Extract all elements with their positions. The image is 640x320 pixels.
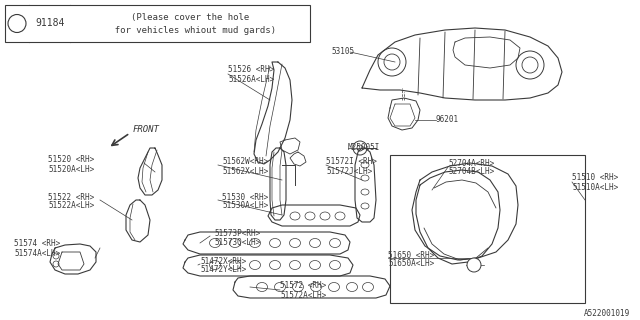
Text: 51562X<LH>: 51562X<LH> [222,166,268,175]
Text: 1: 1 [472,260,476,269]
Text: 51526 <RH>: 51526 <RH> [228,66,275,75]
Text: 52704B<LH>: 52704B<LH> [448,167,494,177]
Text: 96201: 96201 [436,116,459,124]
Text: 51574 <RH>: 51574 <RH> [14,239,60,249]
Text: 51526A<LH>: 51526A<LH> [228,75,275,84]
Text: 1: 1 [14,19,20,28]
Text: 91184: 91184 [35,19,65,28]
Text: FRONT: FRONT [133,125,160,134]
Text: 51650A<LH>: 51650A<LH> [388,260,435,268]
Text: M25005I: M25005I [348,143,380,153]
Text: 51562W<RH>: 51562W<RH> [222,157,268,166]
Text: 51522 <RH>: 51522 <RH> [48,193,94,202]
Text: 51510 <RH>: 51510 <RH> [572,173,618,182]
Text: 51572 <RH>: 51572 <RH> [280,282,326,291]
Text: 51510A<LH>: 51510A<LH> [572,182,618,191]
Text: 51520A<LH>: 51520A<LH> [48,164,94,173]
Text: 51573P<RH>: 51573P<RH> [214,228,260,237]
Text: for vehicles whiout mud gards): for vehicles whiout mud gards) [104,26,276,36]
Text: 52704A<RH>: 52704A<RH> [448,158,494,167]
Text: 51530A<LH>: 51530A<LH> [222,202,268,211]
Text: 51650 <RH>: 51650 <RH> [388,251,435,260]
Bar [5,5,310,42]
Text: 51572J<LH>: 51572J<LH> [326,166,372,175]
Text: 51472Y<LH>: 51472Y<LH> [200,266,246,275]
Text: 51522A<LH>: 51522A<LH> [48,202,94,211]
Text: 51572A<LH>: 51572A<LH> [280,291,326,300]
Text: 53105: 53105 [332,47,355,57]
Text: 51472X<RH>: 51472X<RH> [200,257,246,266]
Text: 51520 <RH>: 51520 <RH> [48,156,94,164]
Text: A522001019: A522001019 [584,308,630,317]
Circle shape [467,258,481,272]
Text: 51572I <RH>: 51572I <RH> [326,157,377,166]
Text: 51530 <RH>: 51530 <RH> [222,193,268,202]
Bar [390,155,585,303]
Text: 51574A<LH>: 51574A<LH> [14,249,60,258]
Text: (Please cover the hole: (Please cover the hole [131,13,249,22]
Text: 51573Q<LH>: 51573Q<LH> [214,237,260,246]
Circle shape [8,14,26,33]
